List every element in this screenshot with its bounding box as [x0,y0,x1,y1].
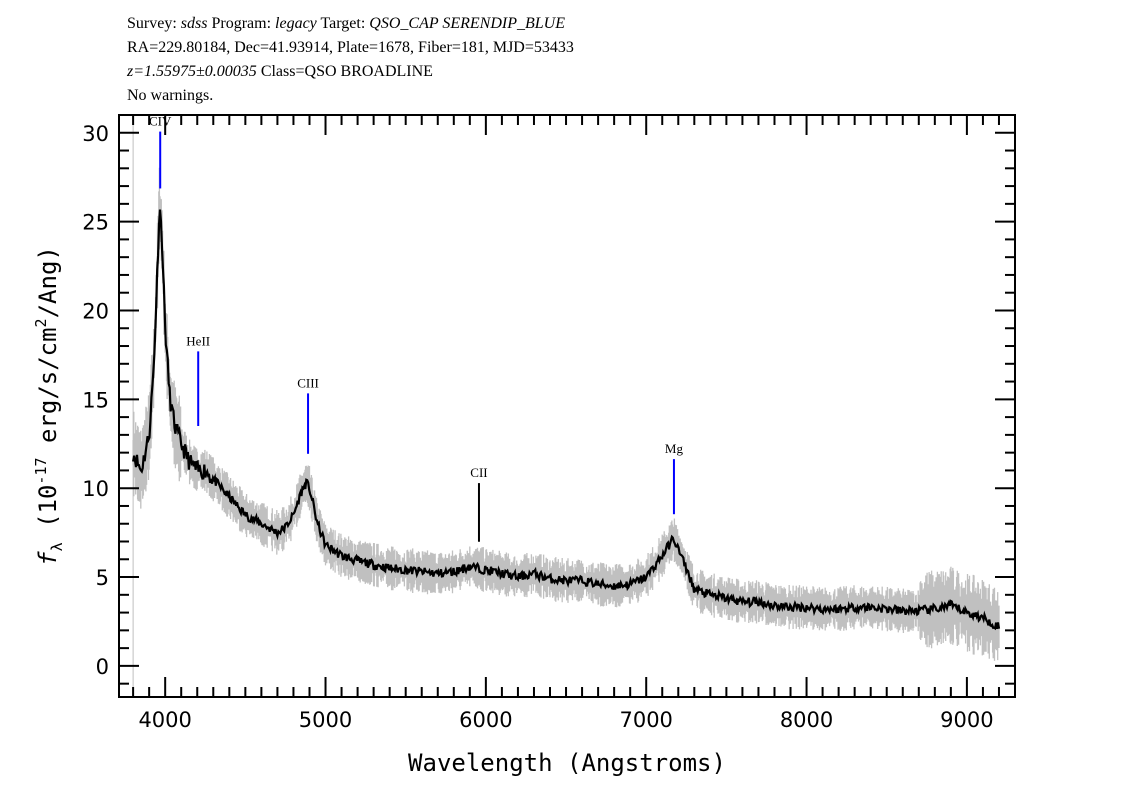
survey-value: sdss [180,15,208,32]
line-markers: CIV HeII CIII CII Mg [149,114,683,542]
y-tick-label: 15 [82,388,109,412]
program-value: legacy [275,15,317,32]
x-tick-label: 4000 [138,708,191,732]
x-tick-label: 8000 [780,708,833,732]
target-label: Target: [320,15,366,32]
header-line-2: RA=229.80184, Dec=41.93914, Plate=1678, … [127,39,574,56]
flux-noise-path [132,167,1000,661]
x-tick-label: 5000 [299,708,352,732]
header-line-3: z=1.55975±0.00035 Class=QSO BROADLINE [127,62,433,81]
redshift: z=1.55975±0.00035 [127,63,257,80]
x-tick-label: 7000 [619,708,672,732]
y-tick-label: 0 [96,655,109,679]
y-tick-label: 5 [96,566,109,590]
survey-label: Survey: [127,15,177,32]
line-label-heii: HeII [186,333,210,348]
x-tick-label: 9000 [940,708,993,732]
y-axis-label: fλ (10-17 erg/s/cm2/Ang) [32,246,66,566]
line-label-mg: Mg [665,441,684,456]
model-line [132,209,1001,631]
x-axis-label: Wavelength (Angstroms) [408,749,726,777]
header-warnings: No warnings. [127,87,214,104]
program-label: Program: [211,15,272,32]
y-tick-label: 30 [82,122,109,146]
header-line-1: Survey: sdss Program: legacy Target: QSO… [127,14,565,33]
axis-ticks: 4000 5000 6000 7000 8000 9000 0 5 10 15 20 25 30 [82,114,1016,732]
line-label-ciii: CIII [297,375,319,390]
y-tick-label: 10 [82,477,109,501]
y-tick-label: 20 [82,299,109,323]
target-value: QSO_CAP SERENDIP_BLUE [369,15,565,32]
line-label-cii: CII [470,465,487,480]
x-tick-label: 6000 [459,708,512,732]
y-tick-label: 25 [82,211,109,235]
class: Class=QSO BROADLINE [260,63,433,80]
line-label-civ: CIV [149,114,172,129]
